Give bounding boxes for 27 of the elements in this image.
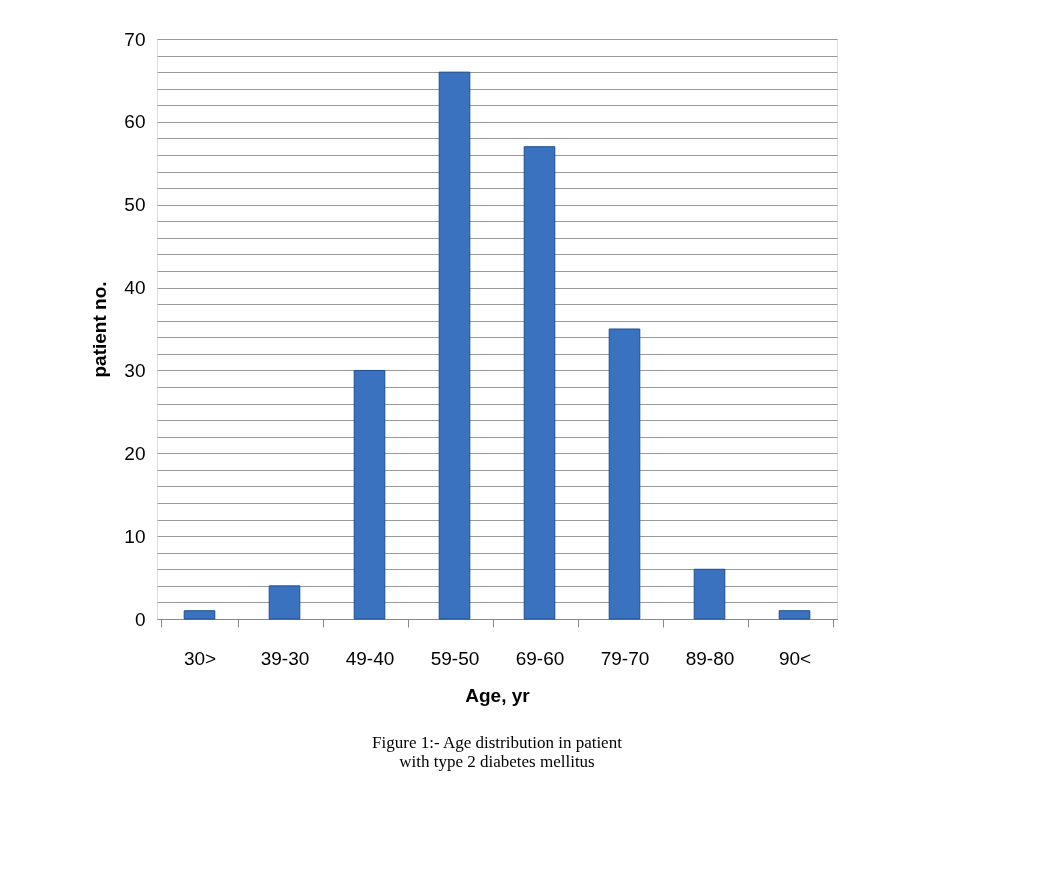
y-tick-label: 40 xyxy=(124,277,146,299)
bar xyxy=(693,568,726,620)
x-tick-label: 89-80 xyxy=(685,647,735,669)
x-tick-label: 59-50 xyxy=(430,647,480,669)
bar xyxy=(778,610,811,620)
y-axis-title: patient no. xyxy=(89,281,111,378)
y-tick-label: 0 xyxy=(134,608,146,630)
x-tick-label: 49-40 xyxy=(345,647,395,669)
y-tick-label: 20 xyxy=(124,442,146,464)
bar xyxy=(608,328,641,620)
caption: Figure 1:- Age distribution in patient with type 2 diabetes mellitus xyxy=(372,733,623,771)
y-tick-label: 50 xyxy=(124,194,146,216)
bar xyxy=(268,585,301,620)
x-tick-label: 39-30 xyxy=(260,647,310,669)
y-tick-label: 60 xyxy=(124,111,146,133)
bar xyxy=(523,146,556,620)
x-tick-label: 30> xyxy=(183,647,217,669)
y-tick-label: 30 xyxy=(124,359,146,381)
bar xyxy=(438,71,471,620)
bar xyxy=(183,610,216,620)
x-tick-label: 79-70 xyxy=(600,647,650,669)
y-tick-label: 10 xyxy=(124,525,146,547)
bar xyxy=(353,369,386,620)
x-tick-label: 90< xyxy=(778,647,812,669)
x-tick-label: 69-60 xyxy=(515,647,565,669)
y-tick-label: 70 xyxy=(124,28,146,50)
x-axis-title: Age, yr xyxy=(465,684,531,706)
